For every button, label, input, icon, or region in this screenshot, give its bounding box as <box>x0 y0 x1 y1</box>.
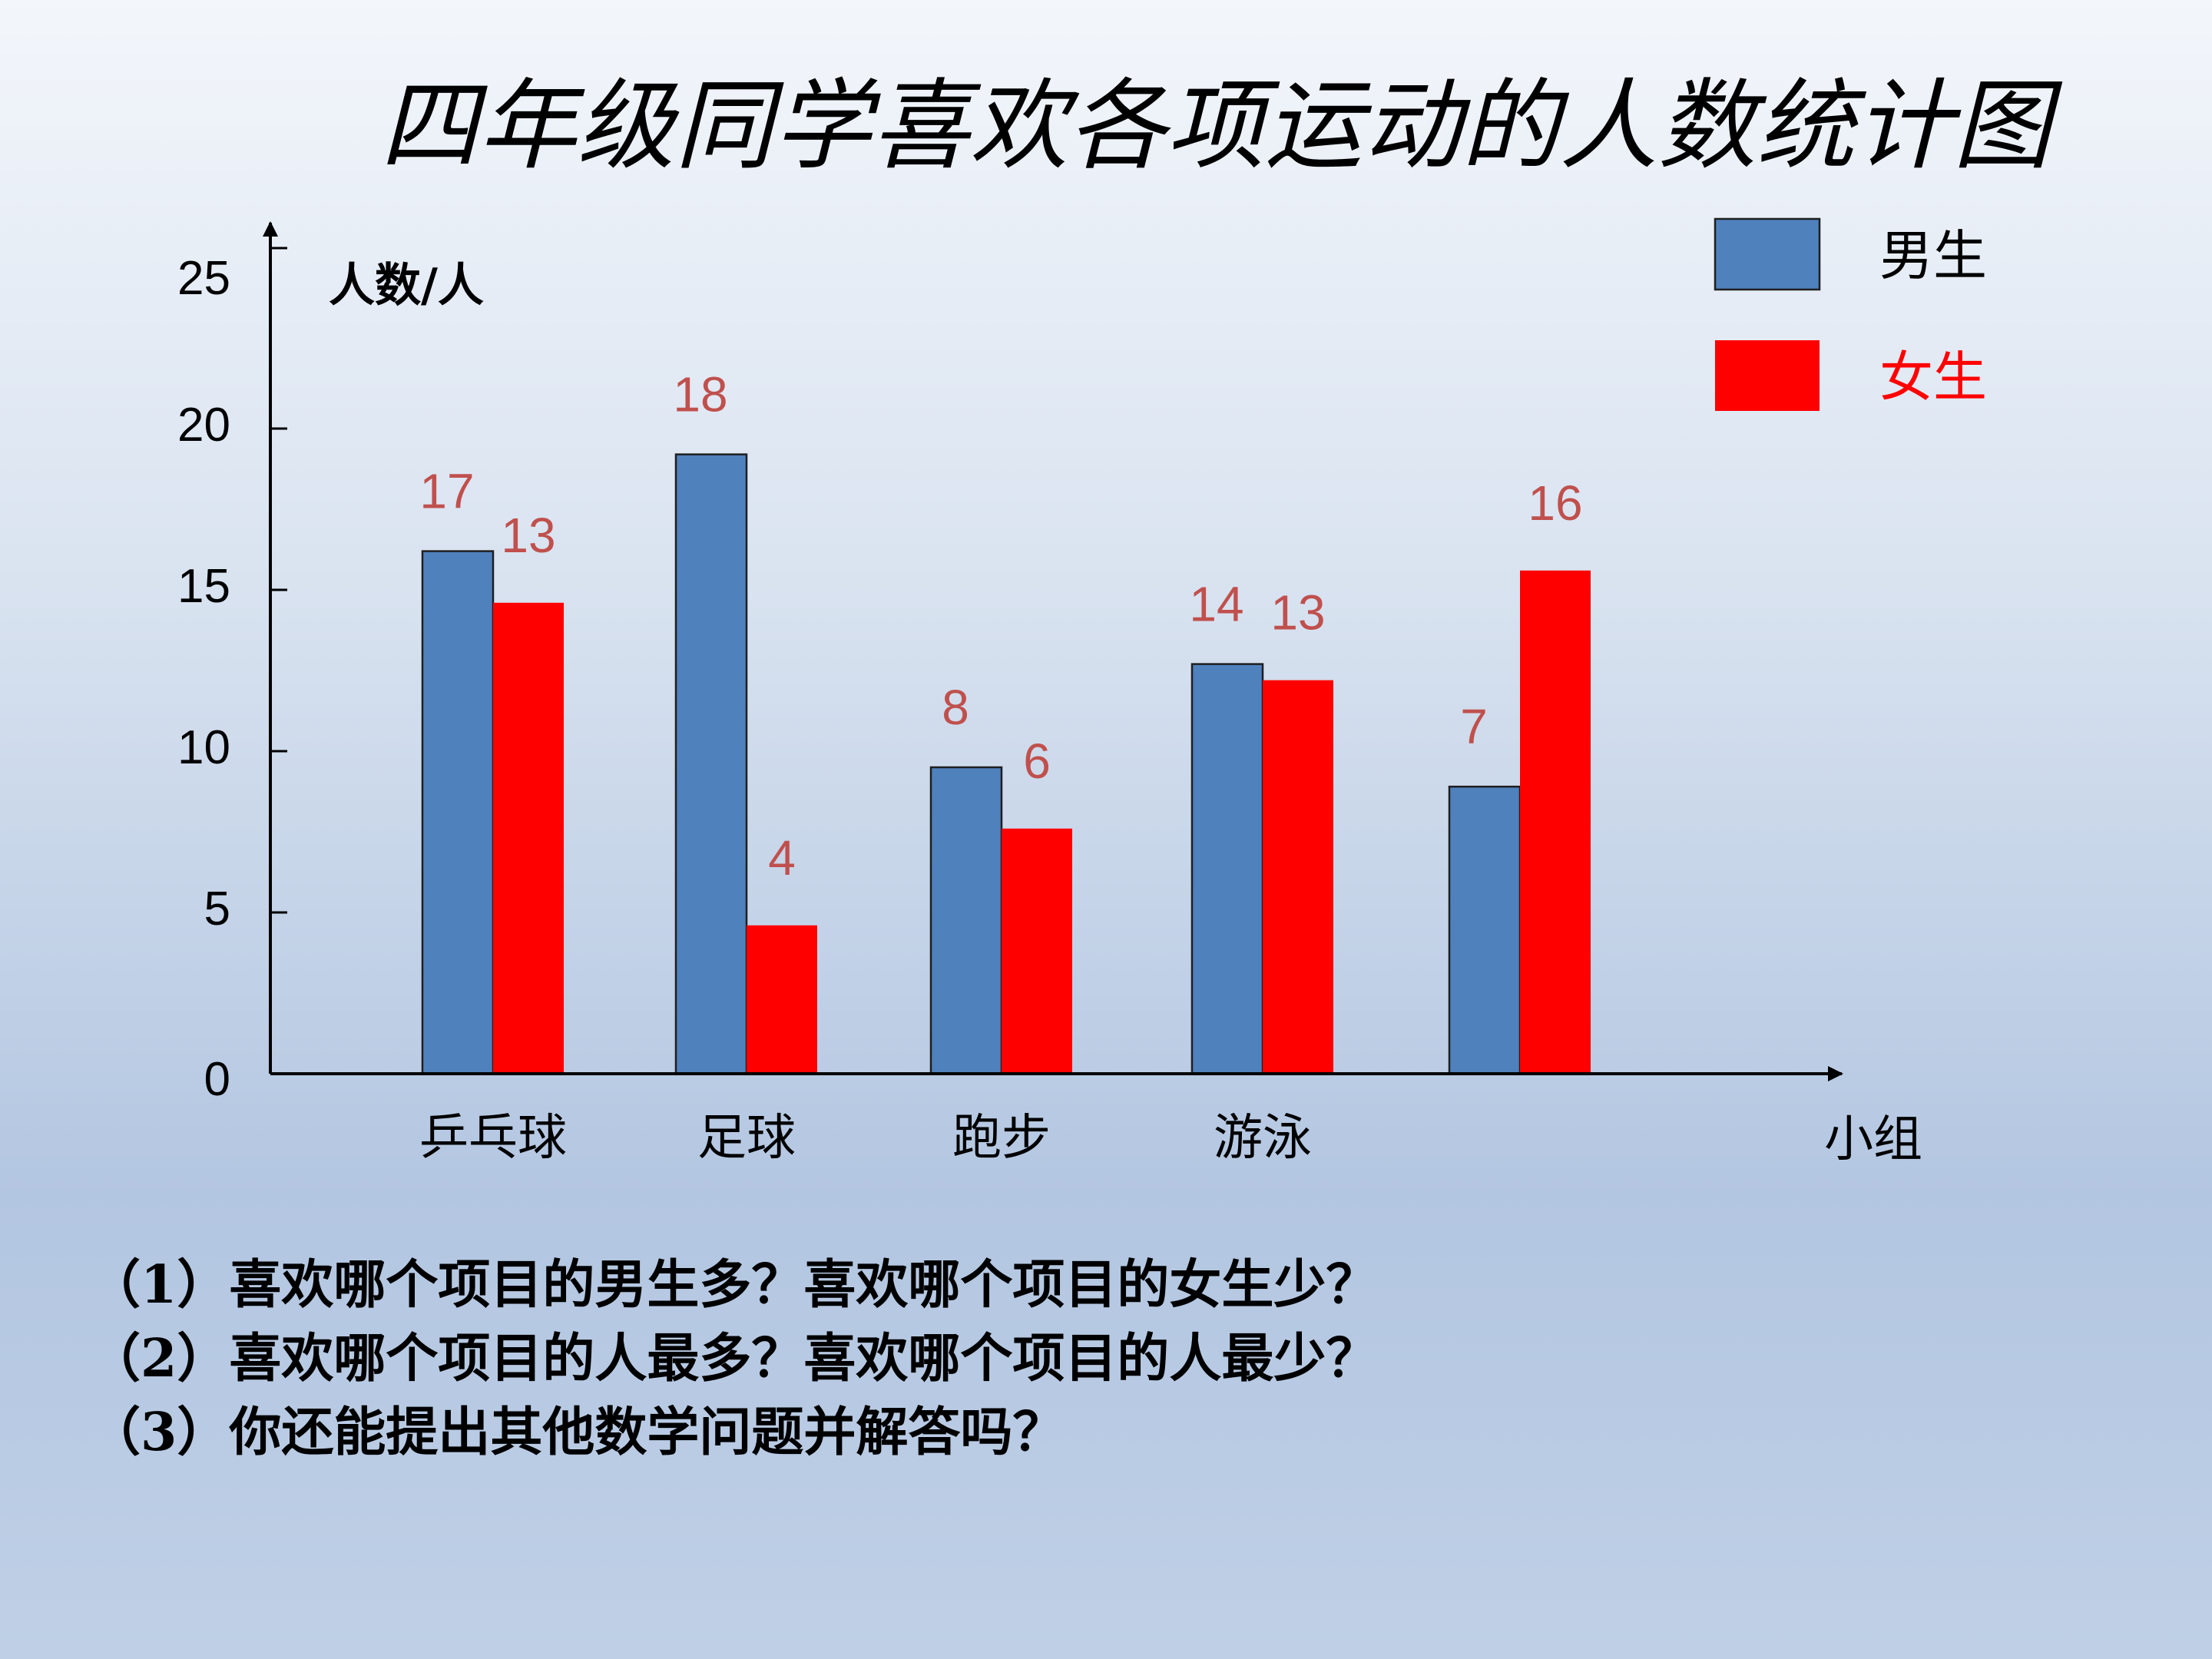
bar-boys <box>421 550 495 1075</box>
bar-girls <box>747 925 817 1074</box>
category-label: 乒乓球 <box>419 1110 567 1167</box>
data-label: 7 <box>1460 699 1488 754</box>
y-tick-label: 25 <box>177 252 230 305</box>
bar-boys <box>929 766 1003 1075</box>
category-label: 跑步 <box>952 1110 1051 1167</box>
bar-boys <box>674 453 748 1075</box>
data-label: 13 <box>501 508 555 563</box>
y-tick-label: 5 <box>204 882 230 935</box>
data-label: 6 <box>1023 733 1051 789</box>
category-label: 足球 <box>697 1110 796 1167</box>
legend-label: 女生 <box>1879 346 1987 409</box>
data-label: 16 <box>1528 475 1582 531</box>
legend-swatch <box>1714 217 1821 291</box>
y-axis-ticks: 0 5 10 15 20 25 <box>177 247 287 1106</box>
category-labels: 乒乓球 足球 跑步 游泳 <box>419 1110 1312 1167</box>
bar-girls <box>1520 570 1591 1074</box>
question-item: （1）喜欢哪个项目的男生多？喜欢哪个项目的女生少？ <box>88 1254 1379 1316</box>
y-tick-label: 0 <box>204 1053 230 1106</box>
data-label: 17 <box>419 464 474 519</box>
y-tick-label: 10 <box>177 721 230 774</box>
category-label: 游泳 <box>1214 1110 1312 1167</box>
bar-girls <box>1002 828 1072 1074</box>
bar-boys <box>1448 785 1522 1075</box>
data-label: 18 <box>673 367 727 422</box>
bars <box>421 453 1591 1075</box>
data-label: 14 <box>1189 577 1243 632</box>
legend-label: 男生 <box>1879 224 1987 287</box>
x-axis-title: 小组 <box>1824 1111 1922 1168</box>
question-item: （2）喜欢哪个项目的人最多？喜欢哪个项目的人最少？ <box>88 1328 1379 1389</box>
y-axis-title: 人数/人 <box>329 259 484 313</box>
data-label: 13 <box>1270 585 1325 641</box>
chart-title: 四年级同学喜欢各项运动的人数统计图 <box>379 69 2051 184</box>
y-tick-label: 20 <box>177 399 230 452</box>
bar-girls <box>1263 680 1333 1074</box>
question-item: （3）你还能提出其他数学问题并解答吗？ <box>88 1402 1065 1463</box>
bar-girls <box>493 602 564 1074</box>
data-labels: 17 13 18 4 86 14 13 7 16 <box>419 367 1582 886</box>
data-label: 4 <box>768 830 796 886</box>
data-label: 8 <box>942 680 969 735</box>
question-list: （1）喜欢哪个项目的男生多？喜欢哪个项目的女生少？ （2）喜欢哪个项目的人最多？… <box>88 1248 1378 1469</box>
legend-swatch <box>1715 340 1820 411</box>
bar-boys <box>1190 663 1264 1075</box>
y-tick-label: 15 <box>177 560 230 613</box>
